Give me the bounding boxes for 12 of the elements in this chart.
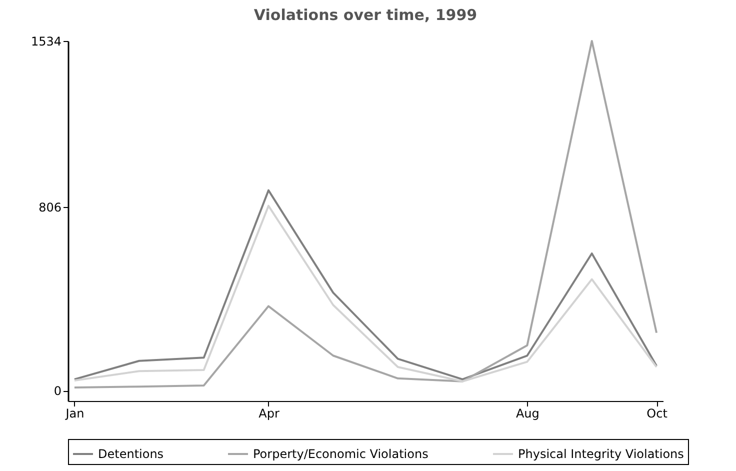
line-series xyxy=(73,40,658,389)
x-tick-label: Aug xyxy=(516,406,540,420)
x-tick-label: Jan xyxy=(64,406,84,420)
y-tick-label: 1534 xyxy=(30,34,62,48)
chart-title: Violations over time, 1999 xyxy=(254,6,478,24)
x-tick-label: Apr xyxy=(258,406,280,420)
legend-label: Detentions xyxy=(98,447,164,461)
x-tick-label: Oct xyxy=(646,406,668,420)
legend-label: Porperty/Economic Violations xyxy=(253,447,428,461)
y-tick-label: 0 xyxy=(54,384,62,398)
legend-label: Physical Integrity Violations xyxy=(518,447,684,461)
y-tick-label: 806 xyxy=(38,200,62,214)
